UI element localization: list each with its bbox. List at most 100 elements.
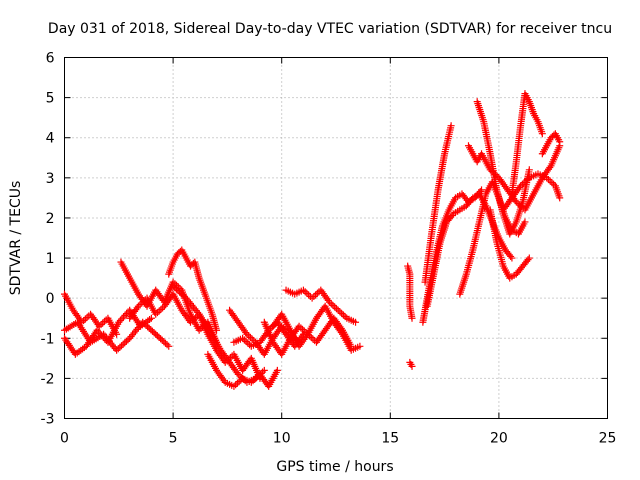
- data-point: [155, 307, 163, 315]
- x-tick-label: 25: [599, 431, 617, 447]
- data-point: [525, 166, 533, 174]
- data-point: [233, 369, 241, 377]
- data-point: [179, 291, 187, 299]
- data-point: [176, 288, 184, 296]
- data-point: [119, 340, 127, 348]
- data-point: [324, 296, 332, 304]
- y-tick-label: 4: [46, 131, 55, 147]
- series-sat-e: [126, 290, 264, 382]
- data-point: [118, 315, 126, 323]
- data-point: [165, 342, 173, 350]
- series-sat-a: [61, 290, 121, 338]
- data-point: [334, 306, 342, 314]
- data-point: [356, 342, 364, 350]
- data-point: [273, 366, 281, 374]
- x-tick-label: 0: [60, 431, 69, 447]
- data-point: [169, 282, 177, 290]
- data-point: [507, 252, 515, 260]
- series-sat-l: [269, 302, 364, 354]
- data-point: [172, 285, 180, 293]
- data-point: [338, 309, 346, 317]
- data-point: [157, 305, 165, 313]
- data-point: [538, 130, 546, 138]
- data-point: [310, 293, 318, 301]
- data-point: [308, 294, 316, 302]
- data-point: [133, 304, 141, 312]
- series-sat-c: [61, 318, 173, 354]
- data-point: [139, 318, 147, 326]
- data-point: [260, 366, 268, 374]
- data-point: [313, 289, 321, 297]
- series-sat-w: [508, 90, 546, 198]
- axis-ticks: [64, 57, 608, 419]
- data-point: [515, 184, 523, 192]
- data-point: [160, 338, 168, 346]
- y-axis-label: SDTVAR / TECUs: [8, 181, 24, 296]
- data-point: [124, 336, 132, 344]
- y-tick-label: -1: [41, 331, 55, 347]
- data-point: [116, 317, 124, 325]
- data-point: [468, 195, 476, 203]
- y-tick-label: 6: [46, 51, 55, 67]
- data-point: [147, 314, 155, 322]
- data-point: [447, 122, 455, 130]
- data-point: [508, 254, 516, 262]
- y-tick-label: 1: [46, 251, 55, 267]
- data-point: [118, 342, 126, 350]
- data-point: [337, 329, 345, 337]
- series-sat-v: [486, 206, 533, 282]
- series-sat-m: [282, 286, 360, 326]
- y-tick-label: -2: [41, 371, 55, 387]
- data-point: [119, 313, 127, 321]
- data-point: [150, 329, 158, 337]
- data-point: [521, 218, 529, 226]
- x-tick-label: 5: [169, 431, 178, 447]
- data-point: [93, 326, 101, 334]
- data-point: [113, 346, 121, 354]
- data-point: [174, 287, 182, 295]
- data-point: [331, 303, 339, 311]
- data-point: [548, 179, 556, 187]
- data-point: [81, 315, 89, 323]
- data-point: [312, 291, 320, 299]
- y-tick-labels: -3 -2 -1 0 1 2 3 4 5 6: [41, 51, 55, 428]
- data-point: [546, 164, 554, 172]
- data-point: [232, 381, 240, 389]
- data-point: [157, 335, 165, 343]
- data-point: [556, 138, 564, 146]
- data-point: [181, 293, 189, 301]
- data-point: [99, 319, 107, 327]
- data-point: [177, 290, 185, 298]
- y-tick-label: -3: [41, 412, 55, 428]
- chart-title: Day 031 of 2018, Sidereal Day-to-day VTE…: [48, 21, 612, 37]
- data-point: [213, 326, 221, 334]
- data-point: [147, 326, 155, 334]
- data-point: [408, 362, 416, 370]
- grid-lines: [64, 57, 608, 419]
- plot-frame: [64, 57, 608, 419]
- x-tick-labels: 0 5 10 15 20 25: [60, 431, 616, 447]
- series-sat-y: [538, 130, 564, 158]
- data-point: [121, 339, 129, 347]
- data-point: [332, 305, 340, 313]
- y-tick-label: 5: [46, 91, 55, 107]
- data-point: [122, 337, 130, 345]
- data-point: [100, 317, 108, 325]
- data-point: [148, 327, 156, 335]
- data-point: [242, 329, 250, 337]
- data-point: [301, 288, 309, 296]
- x-tick-label: 15: [381, 431, 399, 447]
- data-point: [153, 332, 161, 340]
- data-point: [152, 330, 160, 338]
- data-point: [336, 308, 344, 316]
- series-sat-f: [165, 246, 221, 334]
- data-point: [158, 336, 166, 344]
- data-point: [352, 318, 360, 326]
- data-point: [478, 186, 486, 194]
- data-point: [525, 254, 533, 262]
- data-point: [524, 256, 532, 264]
- data-point: [546, 177, 554, 185]
- series-sat-n: [404, 262, 416, 322]
- x-tick-label: 10: [273, 431, 291, 447]
- series-sat-x: [499, 170, 564, 214]
